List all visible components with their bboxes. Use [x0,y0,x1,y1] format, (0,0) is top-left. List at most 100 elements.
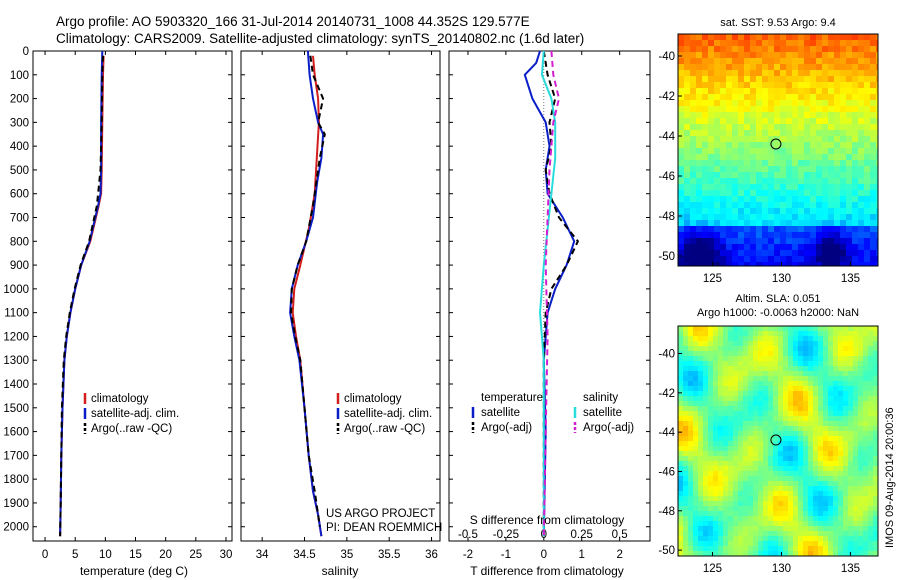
heatmap-cell [863,401,869,407]
heatmap-cell [744,178,751,185]
heatmap-cell [698,351,704,357]
heatmap-cell [798,481,804,487]
heatmap-cell [763,516,769,522]
y-tick-label: 1600 [3,427,29,439]
heatmap-cell [833,361,839,367]
heatmap-cell [678,536,684,542]
heatmap-cell [750,100,757,107]
heatmap-cell [870,142,877,149]
x-tick-label: 36 [425,549,438,561]
heatmap-cell [688,521,694,527]
heatmap-cell [870,106,877,113]
heatmap-cell [684,244,691,251]
heatmap-cell [774,100,781,107]
heatmap-cell [738,244,745,251]
heatmap-cell [823,376,829,382]
heatmap-cell [683,431,689,437]
heatmap-cell [803,341,809,347]
heatmap-cell [858,160,865,167]
heatmap-cell [822,166,829,173]
heatmap-cell [758,421,764,427]
heatmap-cell [758,401,764,407]
heatmap-cell [834,124,841,131]
heatmap-cell [678,356,684,362]
heatmap-cell [810,226,817,233]
heatmap-cell [750,124,757,131]
heatmap-cell [758,446,764,452]
salinity-legend: climatology satellite-adj. clim. Argo(..… [336,393,432,435]
heatmap-cell [693,501,699,507]
salinity-xlabel: salinity [322,564,359,578]
heatmap-cell [756,238,763,245]
heatmap-cell [773,416,779,422]
heatmap-cell [858,262,865,267]
heatmap-cell [828,481,834,487]
heatmap-cell [838,441,844,447]
heatmap-cell [804,172,811,179]
heatmap-cell [756,34,763,41]
heatmap-cell [698,541,704,547]
heatmap-cell [843,461,849,467]
heatmap-cell [864,52,871,59]
heatmap-cell [678,124,685,131]
heatmap-cell [693,476,699,482]
heatmap-cell [803,516,809,522]
heatmap-cell [822,46,829,53]
heatmap-cell [762,244,769,251]
heatmap-cell [848,481,854,487]
heatmap-cell [846,208,853,215]
heatmap-cell [863,486,869,492]
heatmap-cell [813,381,819,387]
heatmap-cell [678,166,685,173]
heatmap-cell [774,220,781,227]
heatmap-cell [718,481,724,487]
heatmap-cell [792,244,799,251]
heatmap-cell [696,118,703,125]
heatmap-cell [723,506,729,512]
heatmap-cell [804,190,811,197]
heatmap-cell [698,396,704,402]
heatmap-cell [853,406,859,412]
heatmap-cell [846,64,853,71]
heatmap-cell [858,531,864,537]
heatmap-cell [870,178,877,185]
heatmap-cell [762,166,769,173]
heatmap-cell [768,496,774,502]
heatmap-cell [733,531,739,537]
heatmap-cell [780,136,787,143]
imos-watermark: IMOS 09-Aug-2014 20:00:36 [884,407,896,548]
heatmap-cell [763,531,769,537]
heatmap-cell [678,461,684,467]
heatmap-cell [838,411,844,417]
heatmap-cell [773,386,779,392]
heatmap-cell [744,208,751,215]
heatmap-cell [738,178,745,185]
heatmap-cell [863,346,869,352]
heatmap-cell [864,100,871,107]
heatmap-cell [818,371,824,377]
heatmap-cell [738,541,744,547]
heatmap-cell [748,386,754,392]
heatmap-cell [788,531,794,537]
heatmap-cell [774,46,781,53]
heatmap-cell [684,58,691,65]
heatmap-cell [873,446,879,452]
heatmap-cell [798,491,804,497]
heatmap-cell [768,46,775,53]
top-tick-label: 0.25 [571,529,593,541]
legend-header-temperature: temperature [481,392,543,404]
heatmap-cell [804,148,811,155]
heatmap-cell [823,536,829,542]
heatmap-cell [848,486,854,492]
heatmap-cell [804,40,811,47]
heatmap-cell [743,331,749,337]
heatmap-cell [748,336,754,342]
heatmap-cell [840,250,847,257]
heatmap-cell [816,244,823,251]
heatmap-cell [838,331,844,337]
heatmap-cell [828,58,835,65]
heatmap-cell [708,178,715,185]
heatmap-cell [868,406,874,412]
heatmap-cell [732,76,739,83]
heatmap-cell [744,40,751,47]
